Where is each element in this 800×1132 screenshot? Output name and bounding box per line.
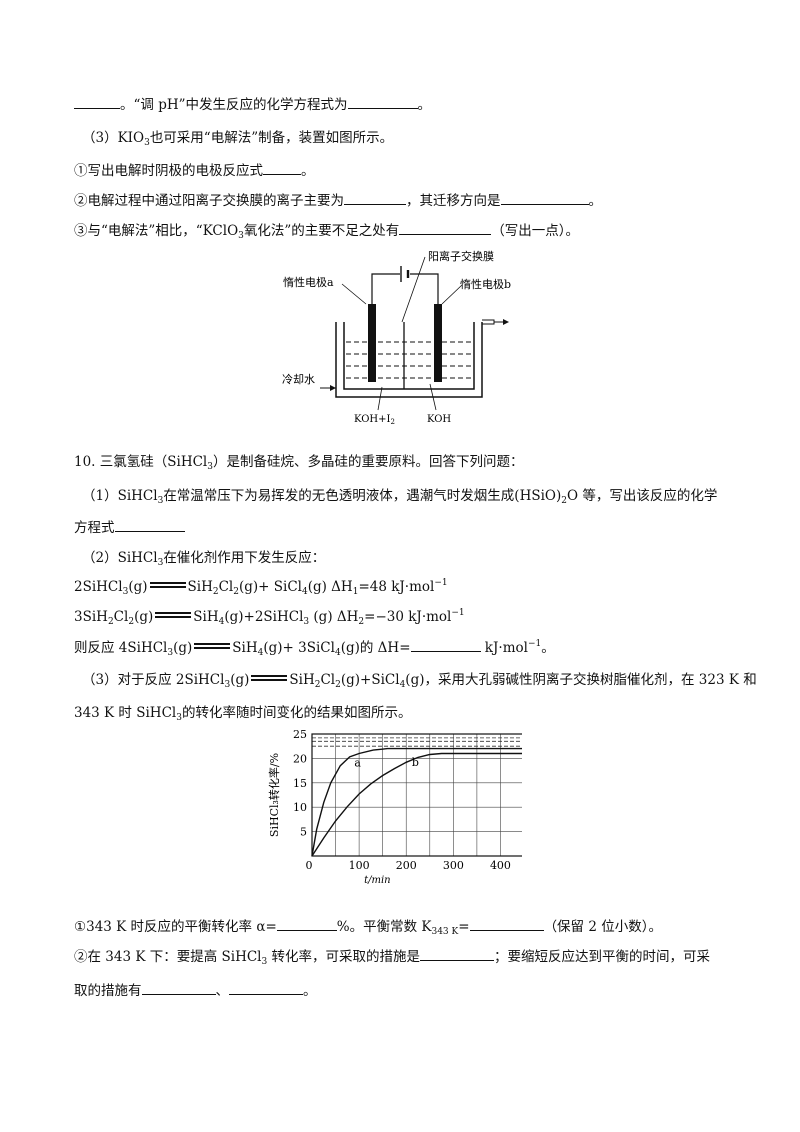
q9-text: 。“调 pH”中发生反应的化学方程式为 [120,97,348,113]
subscript: 3 [207,462,213,472]
cooling-outlet-arrowhead [503,319,509,325]
q10-text: 方程式 [74,520,115,536]
subscript: 3 [157,496,164,506]
answer-blank[interactable] [229,980,303,995]
q10-part-3-cont: 343 K 时 SiHCl3的转化率随时间变化的结果如图所示。 [74,705,412,723]
y-tick-label: 5 [300,826,307,839]
q9-text: 。 [417,97,432,113]
q10-text: （1）SiHCl [82,488,158,504]
q9-text: ①写出电解时阴极的电极反应式 [74,163,263,179]
series-curve-b [311,752,522,857]
subscript: 3 [238,231,244,241]
subscript: 3 [157,558,164,568]
subscript: 3 [144,138,150,148]
y-tick-label: 10 [293,801,307,814]
answer-blank[interactable] [469,916,544,931]
answer-blank[interactable] [344,190,406,205]
answer-blank[interactable] [347,94,418,109]
cooling-inlet-arrowhead [330,385,336,391]
answer-blank[interactable] [500,190,589,205]
equilibrium-sign [251,673,288,683]
x-tick-label: 400 [490,859,511,872]
q10-text: O 等，写出该反应的化学 [567,488,718,504]
q10-part-3: （3）对于反应 2SiHCl3(g) SiH2Cl2(g)+SiCl4(g)，采用… [82,672,757,690]
y-tick-label: 15 [293,777,307,790]
electrode-a-leader-line [341,283,367,305]
membrane-leader-line [401,256,426,323]
outer-vessel [335,322,483,398]
reaction-1: 2SiHCl3(g) SiH2Cl2(g)+ SiCl4(g) ΔH1=48 kJ… [74,578,448,597]
equilibrium-sign [155,610,192,620]
q9-text: 。 [588,193,603,209]
x-axis-label: t/min [364,875,391,886]
x-tick-label: 100 [349,859,370,872]
q9-line-1: 。“调 pH”中发生反应的化学方程式为 。 [74,94,431,115]
answer-blank[interactable] [410,637,481,652]
q9-text: ③与“电解法”相比，“KClO [74,223,239,239]
electrode-a-label: 惰性电极a [283,275,334,289]
wire-left [371,273,400,304]
x-tick-label: 300 [443,859,464,872]
y-tick-label: 25 [293,728,307,741]
equilibrium-sign [149,580,186,590]
y-tick-label: 20 [293,752,307,765]
q10-part-1: （1）SiHCl3在常温常压下为易挥发的无色透明液体，遇潮气时发烟生成(HSiO… [82,486,717,506]
q10-title: 10. 三氯氢硅（SiHCl3）是制备硅烷、多晶硅的重要原料。回答下列问题： [74,452,523,472]
wire-right [410,273,439,304]
solution-level-lines [346,341,472,379]
subscript: 2 [561,496,567,506]
answer-blank[interactable] [276,916,337,931]
q9-text: 也可采用“电解法”制备，装置如图所示。 [149,130,394,146]
q9-text: （写出一点）。 [491,223,580,239]
q10-part-2: （2）SiHCl3在催化剂作用下发生反应： [82,548,325,568]
left-solution-label: KOH+I2 [354,414,395,426]
membrane-label: 阳离子交换膜 [428,249,494,263]
answer-blank[interactable] [263,160,301,175]
answer-blank[interactable] [399,220,492,235]
q9-sub-1: ①写出电解时阴极的电极反应式 。 [74,160,315,181]
q9-text: 氧化法”的主要不足之处有 [243,223,400,239]
plot-frame [311,733,522,857]
series-curve-a [311,747,522,857]
q9-text: ，其迁移方向是 [406,193,501,209]
q10-text: 10. 三氯氢硅（SiHCl [74,454,208,470]
reaction-2: 3SiH2Cl2(g) SiH4(g)+2SiHCl3 (g) ΔH2=−30 k… [74,608,465,627]
curve-label-a: a [354,757,361,770]
q10-sub-2-cont: 取的措施有、。 [74,980,317,1001]
q9-text: （3）KIO [82,130,145,146]
q10-sub-1: ①343 K 时反应的平衡转化率 α= %。平衡常数 K343 K= （保留 2 位… [74,916,662,937]
right-solution-label: KOH [427,414,451,425]
inert-electrode-a [368,304,376,382]
answer-blank[interactable] [114,517,185,532]
answer-blank[interactable] [141,980,216,995]
electrode-b-label: 惰性电极b [460,277,511,291]
origin-tick-label: 0 [306,859,313,872]
q9-sub-3: ③与“电解法”相比，“KClO3氧化法”的主要不足之处有 （写出一点）。 [74,220,579,241]
x-tick-label: 200 [396,859,417,872]
q9-text: ②电解过程中通过阳离子交换膜的离子主要为 [74,193,344,209]
q9-sub-2: ②电解过程中通过阳离子交换膜的离子主要为 ，其迁移方向是 。 [74,190,602,211]
curve-label-b: b [412,756,419,769]
y-axis-label: SiHCl₃转化率/% [267,753,281,837]
answer-blank[interactable] [420,946,495,961]
q9-text: 。 [301,163,315,179]
conversion-rate-chart: 100 200 300 400 5 10 15 20 25 0 t/min SiHCl₃转化率/% a b [267,728,522,886]
q10-sub-2: ②在 343 K 下：要提高 SiHCl3 转化率，可采取的措施是 ；要缩短反应达… [74,946,710,967]
inner-vessel [343,322,475,390]
cooling-water-label: 冷却水 [282,373,315,386]
left-solution-leader-line [377,386,383,411]
q9-part-3: （3）KIO3也可采用“电解法”制备，装置如图所示。 [82,128,393,148]
inert-electrode-b [434,304,442,382]
q10-text: 在催化剂作用下发生反应： [163,550,326,566]
q10-text: 在常温常压下为易挥发的无色透明液体，遇潮气时发烟生成(HSiO) [163,488,562,504]
cooling-outlet-pipe [482,319,495,325]
answer-blank[interactable] [74,94,120,109]
electrolysis-cell-diagram: 阳离子交换膜 惰性电极a 惰性电极b 冷却水 KOH+I2 KOH [282,249,511,426]
q10-text: （2）SiHCl [82,550,158,566]
q10-part-1-cont: 方程式 [74,517,185,538]
reaction-3-question: 则反应 4SiHCl3(g) SiH4(g)+ 3SiCl4(g)的 ΔH= kJ… [74,637,555,658]
q10-text: ）是制备硅烷、多晶硅的重要原料。回答下列问题： [212,454,524,470]
equilibrium-sign [194,641,231,651]
electrode-b-leader-line [441,284,463,305]
